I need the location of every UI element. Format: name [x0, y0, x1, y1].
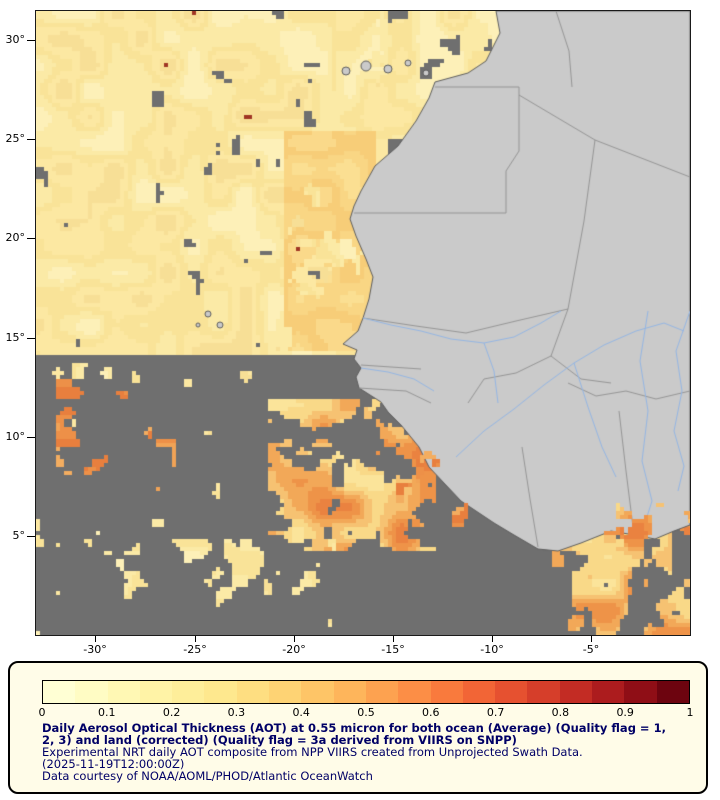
x-axis-label: -30°	[83, 643, 107, 656]
y-axis-label: 25°	[5, 132, 26, 145]
y-axis-tick	[27, 338, 35, 339]
colorbar-tick-label: 0.6	[422, 706, 440, 719]
colorbar-tick-row: 0 0.1 0.2 0.3 0.4 0.5 0.6 0.7 0.8 0.9 1	[38, 706, 694, 719]
colorbar-cell	[365, 681, 399, 703]
x-axis-label: -5°	[582, 643, 600, 656]
colorbar-cell	[624, 681, 657, 703]
colorbar-cell	[495, 681, 528, 703]
colorbar-tick-label: 1	[686, 706, 694, 719]
colorbar-tick-label: 0.8	[551, 706, 570, 719]
x-axis-tick	[492, 636, 493, 642]
colorbar-cell	[592, 681, 625, 703]
y-axis-tick	[27, 437, 35, 438]
map-frame	[35, 10, 691, 636]
colorbar-cell	[430, 681, 463, 703]
y-axis-tick	[27, 40, 35, 41]
caption-description: Experimental NRT daily AOT composite fro…	[42, 745, 583, 759]
x-axis-tick	[195, 636, 196, 642]
colorbar-tick-label: 0.5	[357, 706, 375, 719]
x-axis-tick	[591, 636, 592, 642]
y-axis-label: 30°	[5, 33, 26, 46]
colorbar-tick-label: 0.7	[486, 706, 505, 719]
colorbar-cell	[204, 681, 237, 703]
colorbar-cell	[139, 681, 173, 703]
colorbar-cell	[107, 681, 140, 703]
x-axis-tick	[393, 636, 394, 642]
colorbar-cell	[236, 681, 270, 703]
y-axis-tick	[27, 139, 35, 140]
colorbar-cell	[559, 681, 593, 703]
colorbar	[42, 680, 690, 704]
x-axis-label: -25°	[183, 643, 207, 656]
x-axis-label: -20°	[282, 643, 306, 656]
y-axis-label: 20°	[5, 231, 26, 244]
y-axis-label: 5°	[12, 529, 26, 542]
colorbar-cell	[398, 681, 431, 703]
x-axis-label: -10°	[480, 643, 504, 656]
caption-title-line1: Daily Aerosol Optical Thickness (AOT) at…	[42, 721, 666, 735]
caption-title-line2: 2, 3) and land (corrected) (Quality flag…	[42, 733, 517, 747]
colorbar-tick-label: 0.3	[227, 706, 246, 719]
y-axis-label: 10°	[5, 430, 26, 443]
colorbar-cell	[656, 681, 689, 703]
colorbar-cell	[269, 681, 302, 703]
colorbar-tick-label: 0.1	[98, 706, 116, 719]
colorbar-cell	[75, 681, 108, 703]
caption-credit: Data courtesy of NOAA/AOML/PHOD/Atlantic…	[42, 769, 373, 783]
y-axis-tick	[27, 536, 35, 537]
colorbar-tick-label: 0	[38, 706, 46, 719]
colorbar-cell	[43, 681, 76, 703]
colorbar-tick-label: 0.4	[292, 706, 310, 719]
colorbar-cell	[172, 681, 205, 703]
aot-raster-canvas	[36, 11, 690, 635]
colorbar-tick-label: 0.9	[616, 706, 634, 719]
colorbar-cell	[301, 681, 334, 703]
colorbar-cell	[462, 681, 496, 703]
x-axis-tick	[95, 636, 96, 642]
x-axis-label: -15°	[381, 643, 405, 656]
y-axis-tick	[27, 238, 35, 239]
colorbar-cell	[333, 681, 366, 703]
legend-panel: 0 0.1 0.2 0.3 0.4 0.5 0.6 0.7 0.8 0.9 1 …	[8, 661, 708, 794]
y-axis-label: 15°	[5, 331, 26, 344]
caption-timestamp: (2025-11-19T12:00:00Z)	[42, 757, 185, 771]
colorbar-cell	[527, 681, 560, 703]
colorbar-tick-label: 0.2	[162, 706, 181, 719]
x-axis-tick	[294, 636, 295, 642]
